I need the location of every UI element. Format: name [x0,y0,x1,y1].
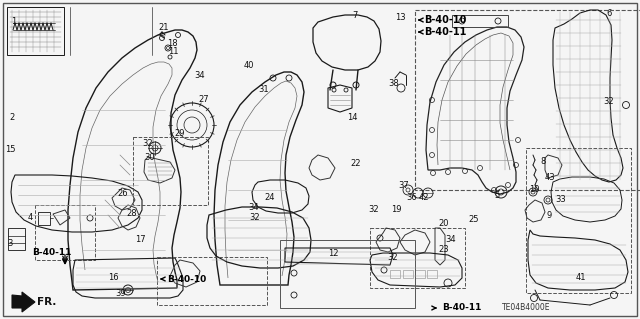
Text: 9: 9 [547,211,552,219]
Text: 37: 37 [399,182,410,190]
Text: 40: 40 [244,62,254,70]
Text: 30: 30 [145,153,156,162]
Text: 34: 34 [195,71,205,80]
Bar [415,10,640,190]
Bar [370,228,465,288]
Text: 32: 32 [369,205,380,214]
Text: 34: 34 [445,235,456,244]
Text: 14: 14 [347,114,357,122]
Text: 20: 20 [439,219,449,228]
Text: 38: 38 [388,79,399,88]
Text: 15: 15 [4,145,15,154]
Text: 26: 26 [118,189,128,198]
Text: 24: 24 [265,194,275,203]
Text: 21: 21 [159,24,169,33]
Text: 41: 41 [576,273,586,283]
Text: 18: 18 [166,40,177,48]
Text: B-40-10: B-40-10 [424,15,467,25]
Text: 32: 32 [604,98,614,107]
Text: 4: 4 [28,212,33,221]
Text: 32: 32 [250,212,260,221]
Text: B-40-10: B-40-10 [167,275,206,284]
Text: 5: 5 [494,191,500,201]
Bar [35,205,95,260]
Text: 39: 39 [116,288,126,298]
Text: 27: 27 [198,95,209,105]
Text: TE04B4000E: TE04B4000E [502,303,550,313]
Text: 1: 1 [12,18,17,26]
Text: 25: 25 [468,216,479,225]
Bar [133,137,208,205]
Text: 32: 32 [388,253,398,262]
Text: B-40-11: B-40-11 [424,27,467,37]
Text: 32: 32 [143,139,154,149]
Text: 31: 31 [259,85,269,94]
Bar [280,240,415,308]
Text: 19: 19 [391,205,401,214]
Text: 36: 36 [406,194,417,203]
Text: 13: 13 [395,13,405,23]
Text: 22: 22 [351,159,361,167]
Text: 12: 12 [328,249,339,257]
Text: 42: 42 [419,194,429,203]
Text: 34: 34 [249,203,259,211]
Text: FR.: FR. [37,297,56,307]
Polygon shape [12,292,35,312]
Text: 16: 16 [108,272,118,281]
Text: 2: 2 [10,114,15,122]
Bar [526,148,631,293]
Text: 8: 8 [540,158,546,167]
Text: 23: 23 [438,246,449,255]
Text: 28: 28 [127,209,138,218]
Text: B-40-11: B-40-11 [32,248,72,257]
Bar [7,7,64,55]
Text: B-40-11: B-40-11 [442,303,481,313]
Text: 7: 7 [352,11,358,20]
Text: 17: 17 [134,235,145,244]
Text: 3: 3 [7,239,13,248]
Text: 33: 33 [556,196,566,204]
Bar [157,257,267,305]
Text: 43: 43 [545,173,556,182]
Text: 29: 29 [175,129,185,137]
Text: 6: 6 [606,10,612,19]
Text: 10: 10 [529,186,540,195]
Text: 11: 11 [168,48,179,56]
